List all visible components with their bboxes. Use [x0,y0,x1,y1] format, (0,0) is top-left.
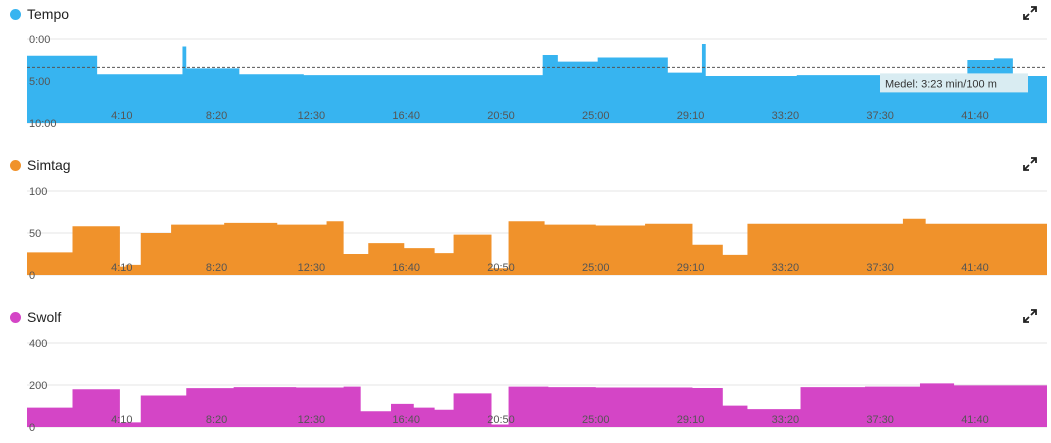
average-label: Medel: 3:23 min/100 m [880,73,1028,93]
y-tick-label: 100 [29,186,47,198]
x-tick-label: 33:20 [772,414,800,426]
simtag-area [27,218,1047,275]
swolf-area [27,383,1047,427]
x-tick-label: 25:00 [582,262,610,274]
x-tick-label: 8:20 [206,110,227,122]
x-tick-label: 37:30 [866,262,894,274]
x-tick-label: 41:40 [961,262,989,274]
swolf-title: Swolf [27,309,62,325]
x-tick-label: 29:10 [677,414,705,426]
x-tick-label: 8:20 [206,414,227,426]
average-label-text: Medel: 3:23 min/100 m [885,78,997,90]
x-tick-label: 12:30 [298,110,326,122]
x-tick-label: 16:40 [392,110,420,122]
y-tick-label: 0 [29,422,35,434]
expand-icon[interactable] [1023,309,1037,323]
tempo-chart: 0:00 5:00 10:00 4:10 8:20 12:30 16:40 20:50 25:0… [27,34,1047,130]
x-tick-label: 25:00 [582,110,610,122]
tempo-panel: Tempo 0:00 5:00 10:00 4:10 8:20 12:30 16:40 20:… [0,4,1051,130]
x-tick-label: 20:50 [487,110,515,122]
x-tick-label: 41:40 [961,110,989,122]
tempo-header: Tempo [10,4,69,24]
y-tick-label: 10:00 [29,118,57,130]
expand-icon[interactable] [1023,157,1037,171]
average-label-box [880,73,1028,93]
tempo-legend-dot [10,8,21,20]
simtag-panel: Simtag 100 50 0 4:10 8:20 12:30 16:40 20:50 25:0… [0,155,1051,282]
swolf-header: Swolf [10,307,61,327]
x-tick-label: 41:40 [961,414,989,426]
x-tick-label: 12:30 [298,262,326,274]
y-tick-label: 0:00 [29,34,50,46]
x-tick-label: 33:20 [772,110,800,122]
x-tick-label: 29:10 [677,262,705,274]
y-tick-label: 0 [29,270,35,282]
x-tick-label: 29:10 [677,110,705,122]
simtag-title: Simtag [27,157,71,173]
x-tick-label: 4:10 [111,110,132,122]
swolf-legend-dot [10,311,21,323]
tempo-title: Tempo [27,6,70,22]
x-tick-label: 20:50 [487,262,515,274]
expand-icon[interactable] [1023,6,1037,20]
x-tick-label: 33:20 [772,262,800,274]
y-tick-label: 200 [29,380,47,392]
tempo-area [27,44,1047,123]
swolf-chart: 400 200 0 4:10 8:20 12:30 16:40 20:50 25:00 29:10… [27,338,1047,434]
x-tick-label: 4:10 [111,414,132,426]
swolf-panel: Swolf 400 200 0 4:10 8:20 12:30 16:40 20:50 25:0… [0,307,1051,434]
x-tick-label: 16:40 [392,414,420,426]
simtag-legend-dot [10,159,21,171]
y-tick-label: 50 [29,228,41,240]
simtag-chart: 100 50 0 4:10 8:20 12:30 16:40 20:50 25:00 29:10 3… [27,186,1047,282]
x-tick-label: 8:20 [206,262,227,274]
simtag-header: Simtag [10,155,71,175]
x-tick-label: 20:50 [487,414,515,426]
y-tick-label: 400 [29,338,47,350]
x-tick-label: 16:40 [392,262,420,274]
x-tick-label: 25:00 [582,414,610,426]
x-tick-label: 4:10 [111,262,132,274]
x-tick-label: 37:30 [866,414,894,426]
x-tick-label: 12:30 [298,414,326,426]
y-tick-label: 5:00 [29,76,50,88]
x-tick-label: 37:30 [866,110,894,122]
